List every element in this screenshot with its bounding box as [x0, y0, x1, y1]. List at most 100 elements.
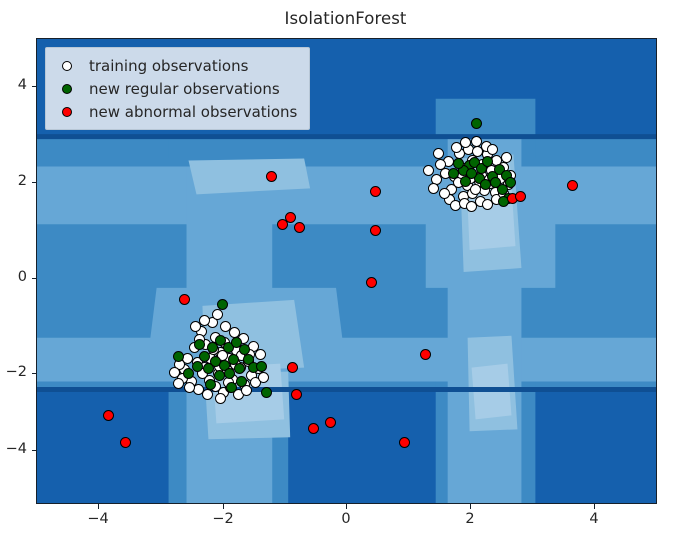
scatter-point-reg	[489, 177, 501, 189]
page-title: IsolationForest	[284, 9, 407, 28]
scatter-point-reg	[473, 173, 485, 185]
scatter-point-abn	[291, 388, 303, 400]
y-tick-label: −4	[5, 441, 27, 457]
scatter-point-train	[173, 378, 185, 390]
scatter-point-train	[451, 141, 463, 153]
scatter-point-train	[459, 136, 471, 148]
x-tick-mark	[223, 504, 225, 509]
scatter-point-abn	[102, 410, 114, 422]
scatter-point-train	[214, 393, 226, 405]
scatter-point-reg	[471, 118, 483, 130]
scatter-point-train	[241, 385, 253, 397]
scatter-point-train	[482, 199, 494, 211]
scatter-point-reg	[183, 368, 195, 380]
scatter-point-abn	[420, 349, 432, 361]
scatter-point-abn	[119, 436, 131, 448]
scatter-point-train	[250, 377, 262, 389]
scatter-point-train	[466, 201, 478, 213]
scatter-point-reg	[206, 341, 218, 353]
scatter-point-train	[427, 182, 439, 194]
scatter-point-abn	[307, 422, 319, 434]
x-tick-mark	[346, 504, 348, 509]
scatter-point-reg	[202, 363, 214, 375]
y-tick-label: 4	[17, 77, 27, 93]
y-tick-label: 2	[17, 173, 27, 189]
scatter-point-abn	[179, 293, 191, 305]
scatter-point-train	[432, 147, 444, 159]
scatter-point-reg	[256, 360, 268, 372]
x-tick-label: −4	[87, 511, 109, 527]
scatter-point-reg	[459, 175, 471, 187]
scatter-point-abn	[514, 191, 526, 202]
scatter-point-abn	[287, 362, 299, 374]
x-tick-mark	[470, 504, 472, 509]
scatter-point-train	[500, 152, 512, 164]
y-tick-label: 0	[17, 269, 27, 285]
scatter-point-reg	[482, 155, 494, 167]
scatter-point-reg	[224, 368, 235, 380]
legend-item-training: training observations	[54, 54, 297, 77]
y-tick-mark	[31, 278, 36, 280]
scatter-point-reg	[447, 167, 459, 179]
scatter-point-train	[422, 164, 434, 176]
scatter-point-reg	[504, 177, 516, 189]
scatter-point-abn	[277, 218, 289, 230]
scatter-point-train	[471, 136, 483, 148]
scatter-points-layer	[37, 39, 656, 503]
y-tick-mark	[31, 450, 36, 452]
scatter-point-reg	[469, 156, 481, 168]
scatter-point-reg	[231, 337, 243, 349]
y-tick-label: −2	[5, 364, 27, 380]
scatter-point-reg	[233, 363, 245, 375]
scatter-point-reg	[497, 183, 509, 195]
legend-marker-new-regular-icon	[54, 83, 80, 94]
scatter-point-reg	[226, 382, 238, 394]
scatter-point-train	[169, 366, 181, 378]
scatter-point-train	[220, 321, 232, 333]
legend-marker-training-icon	[54, 60, 80, 71]
scatter-point-train	[183, 382, 195, 394]
x-tick-label: 0	[341, 511, 351, 527]
x-tick-mark	[98, 504, 100, 509]
scatter-point-reg	[216, 299, 228, 311]
scatter-point-train	[438, 188, 450, 200]
scatter-point-reg	[205, 379, 217, 391]
legend-item-new-regular: new regular observations	[54, 77, 297, 100]
scatter-point-reg	[236, 376, 248, 387]
legend-marker-new-abnormal-icon	[54, 106, 80, 117]
scatter-point-reg	[227, 354, 239, 366]
legend-label-new-regular: new regular observations	[89, 79, 280, 98]
x-tick-label: 2	[465, 511, 475, 527]
y-tick-mark	[31, 86, 36, 88]
scatter-point-abn	[399, 436, 411, 448]
scatter-point-abn	[369, 225, 381, 237]
scatter-point-abn	[284, 211, 296, 223]
scatter-point-train	[435, 159, 447, 171]
scatter-point-abn	[293, 221, 305, 233]
legend-label-new-abnormal: new abnormal observations	[89, 102, 298, 121]
scatter-point-train	[257, 371, 269, 383]
legend-label-training: training observations	[89, 56, 249, 75]
scatter-point-abn	[266, 170, 278, 182]
legend-item-new-abnormal: new abnormal observations	[54, 100, 297, 123]
scatter-point-abn	[369, 186, 381, 198]
scatter-point-reg	[191, 360, 203, 372]
scatter-point-reg	[493, 163, 505, 175]
plot-area	[36, 38, 657, 504]
scatter-point-train	[199, 315, 211, 327]
scatter-point-train	[211, 309, 223, 321]
scatter-point-train	[487, 144, 499, 156]
x-tick-label: 4	[589, 511, 599, 527]
scatter-point-reg	[194, 338, 206, 350]
scatter-point-reg	[214, 335, 226, 347]
scatter-point-reg	[261, 386, 273, 398]
scatter-point-reg	[199, 351, 211, 363]
x-tick-label: −2	[212, 511, 234, 527]
scatter-point-abn	[566, 179, 578, 191]
scatter-point-train	[255, 349, 267, 361]
scatter-point-reg	[173, 351, 185, 363]
scatter-point-reg	[452, 158, 464, 170]
scatter-point-train	[469, 183, 481, 195]
chart-legend: training observations new regular observ…	[45, 47, 311, 130]
scatter-point-abn	[365, 276, 377, 288]
